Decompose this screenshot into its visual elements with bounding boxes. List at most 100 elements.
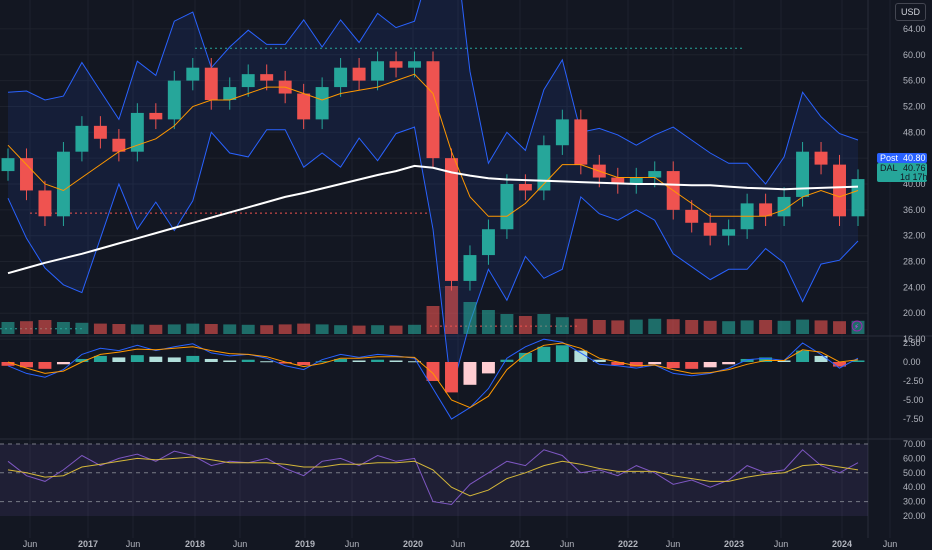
bollinger-bands — [7, 0, 859, 391]
time-tick-label: 2021 — [510, 539, 530, 549]
macd-histogram-bar — [666, 362, 680, 369]
volume-bar — [833, 321, 846, 334]
macd-histogram-bar — [537, 346, 551, 362]
time-axis[interactable]: Jun 2017 Jun 2018 Jun 2019 Jun 2020 Jun 2021 Jun 20… — [23, 539, 898, 549]
volume-bar — [389, 325, 403, 334]
volume-bar — [796, 319, 810, 334]
price-tick-label: 32.00 — [903, 231, 926, 241]
candle-body — [389, 61, 403, 68]
volume-bar — [297, 323, 311, 334]
ema-line — [7, 73, 859, 217]
price-axis[interactable]: 16.0020.0024.0028.0032.0036.0040.0044.00… — [903, 24, 926, 521]
macd-histogram-bar — [389, 360, 403, 362]
time-tick-label: 2018 — [185, 539, 205, 549]
candle-body — [426, 61, 440, 159]
volume-bar — [759, 320, 773, 334]
candle-body — [481, 229, 495, 256]
volume-bar — [352, 325, 366, 334]
macd-histogram-bar — [796, 350, 810, 362]
candle-body — [500, 184, 514, 230]
indicator-lines — [7, 73, 859, 275]
time-tick-label: 2017 — [78, 539, 98, 549]
macd-histogram-bar — [149, 356, 163, 362]
volume-bar — [666, 319, 680, 334]
time-tick-label: 2023 — [724, 539, 744, 549]
price-tick-label: 52.00 — [903, 101, 926, 111]
macd-histogram-bar — [592, 359, 606, 362]
candle-body — [315, 87, 329, 120]
volume-pane — [1, 286, 865, 334]
macd-histogram-bar — [130, 355, 144, 362]
price-tick-label: 20.00 — [903, 308, 926, 318]
candle-body — [703, 222, 717, 236]
volume-bar — [814, 320, 828, 334]
candle-body — [297, 93, 311, 120]
price-tick-label: 48.00 — [903, 127, 926, 137]
time-tick-label: Jun — [345, 539, 360, 549]
macd-histogram-bar — [740, 358, 754, 362]
macd-histogram-bar — [93, 355, 107, 362]
macd-histogram-bar — [167, 357, 181, 362]
time-tick-label: Jun — [560, 539, 575, 549]
volume-bar — [278, 324, 292, 334]
macd-histogram-bar — [315, 361, 329, 363]
macd-histogram-bar — [260, 361, 274, 363]
rsi-ma-line — [7, 456, 859, 497]
macd-histogram-bar — [20, 362, 33, 368]
volume-bar — [223, 324, 237, 334]
volume-bar — [592, 320, 606, 334]
volume-bar — [555, 317, 569, 334]
volume-bar — [260, 325, 274, 334]
macd-histogram-bar — [574, 350, 588, 362]
macd-histogram-bar — [75, 358, 89, 362]
volume-bar — [1, 322, 15, 334]
candle-body — [445, 158, 458, 281]
post-price: 40.80 — [903, 153, 926, 163]
volume-bar — [56, 322, 70, 334]
volume-bar — [408, 324, 421, 334]
volume-bar — [518, 316, 532, 334]
macd-histogram-bar — [352, 360, 366, 362]
candle-body — [851, 179, 865, 217]
macd-histogram-bar — [500, 359, 514, 362]
price-tick-label: 60.00 — [903, 50, 926, 60]
volume-bar — [740, 320, 754, 334]
macd-tick-label: 0.00 — [903, 357, 921, 367]
macd-histogram-bar — [426, 362, 440, 381]
macd-histogram-bar — [481, 362, 495, 374]
macd-histogram-bar — [278, 362, 292, 364]
candle-body — [352, 67, 366, 81]
macd-histogram-bar — [518, 352, 532, 362]
price-tick-label: 16.00 — [903, 334, 926, 344]
macd-histogram-bar — [555, 345, 569, 362]
candle-body — [1, 158, 15, 172]
candle-body — [223, 87, 237, 100]
ticker-label: DAL — [880, 163, 898, 173]
price-tick-label: 28.00 — [903, 257, 926, 267]
candle-body — [574, 119, 588, 165]
macd-histogram-bar — [112, 357, 126, 362]
price-tick-label: 36.00 — [903, 205, 926, 215]
candle-body — [759, 203, 773, 217]
currency-button[interactable]: USD — [894, 3, 926, 21]
volume-bar — [463, 302, 477, 334]
candle-body — [833, 164, 846, 217]
macd-histogram-bar — [56, 362, 70, 365]
price-tick-label: 24.00 — [903, 282, 926, 292]
svg-text:⚡: ⚡ — [854, 323, 859, 331]
candle-body — [241, 74, 255, 88]
macd-histogram-bar — [204, 358, 218, 362]
rsi-tick-label: 40.00 — [903, 482, 926, 492]
bollinger-lower — [7, 126, 859, 391]
macd-pane — [1, 338, 865, 420]
candle-body — [722, 229, 736, 236]
volume-bar — [20, 321, 33, 334]
volume-bar — [500, 314, 514, 334]
events-icon[interactable]: ⚡ — [851, 320, 863, 332]
volume-bar — [112, 324, 126, 334]
candle-body — [555, 119, 569, 146]
volume-bar — [149, 324, 163, 334]
rsi-tick-label: 70.00 — [903, 439, 926, 449]
macd-tick-label: -7.50 — [903, 414, 924, 424]
